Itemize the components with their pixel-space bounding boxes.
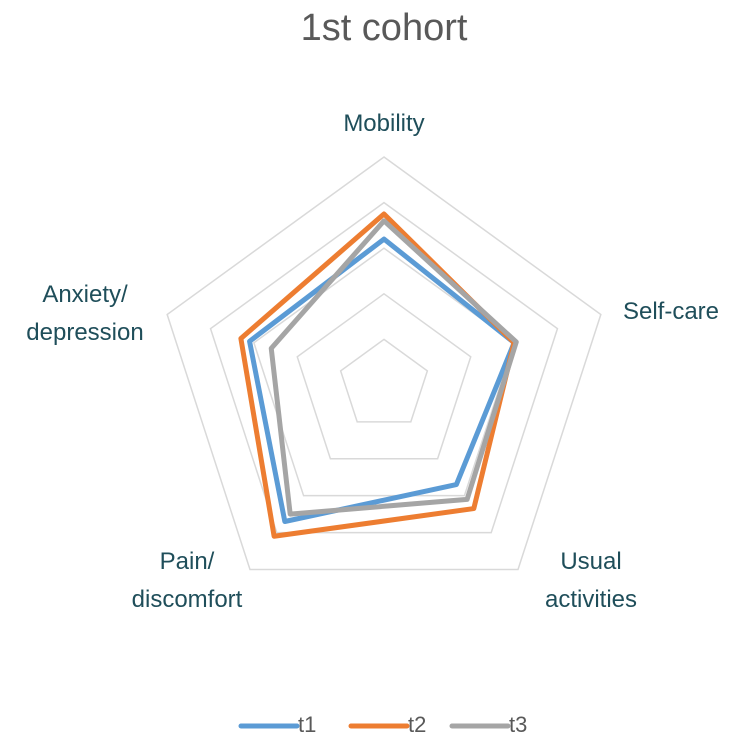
grid-ring xyxy=(209,201,559,534)
axis-label: Pain/discomfort xyxy=(132,548,243,613)
grid-ring xyxy=(339,338,429,423)
axis-label-line: Usual xyxy=(560,548,621,575)
grid-ring xyxy=(166,156,602,571)
axis-label-line: Anxiety/ xyxy=(42,281,128,308)
axis-label: Usual activities xyxy=(545,548,637,613)
legend-label: t2 xyxy=(408,712,426,737)
axis-label-line: Pain/ xyxy=(160,548,215,575)
axis-label: Mobility xyxy=(343,110,424,137)
axis-label-line: activities xyxy=(545,586,637,613)
chart-title: 1st cohort xyxy=(301,7,468,49)
axis-label-line: Self-care xyxy=(623,298,719,325)
series-line xyxy=(268,218,519,517)
axis-label: Self-care xyxy=(623,298,719,325)
axis-label: Anxiety/depression xyxy=(26,281,143,346)
legend-label: t1 xyxy=(298,712,316,737)
axis-label-line: Mobility xyxy=(343,110,424,137)
grid-ring xyxy=(296,292,472,460)
axis-label-line: discomfort xyxy=(132,586,243,613)
legend-label: t3 xyxy=(509,712,527,737)
series-line xyxy=(247,236,517,524)
axis-label-line: depression xyxy=(26,319,143,346)
